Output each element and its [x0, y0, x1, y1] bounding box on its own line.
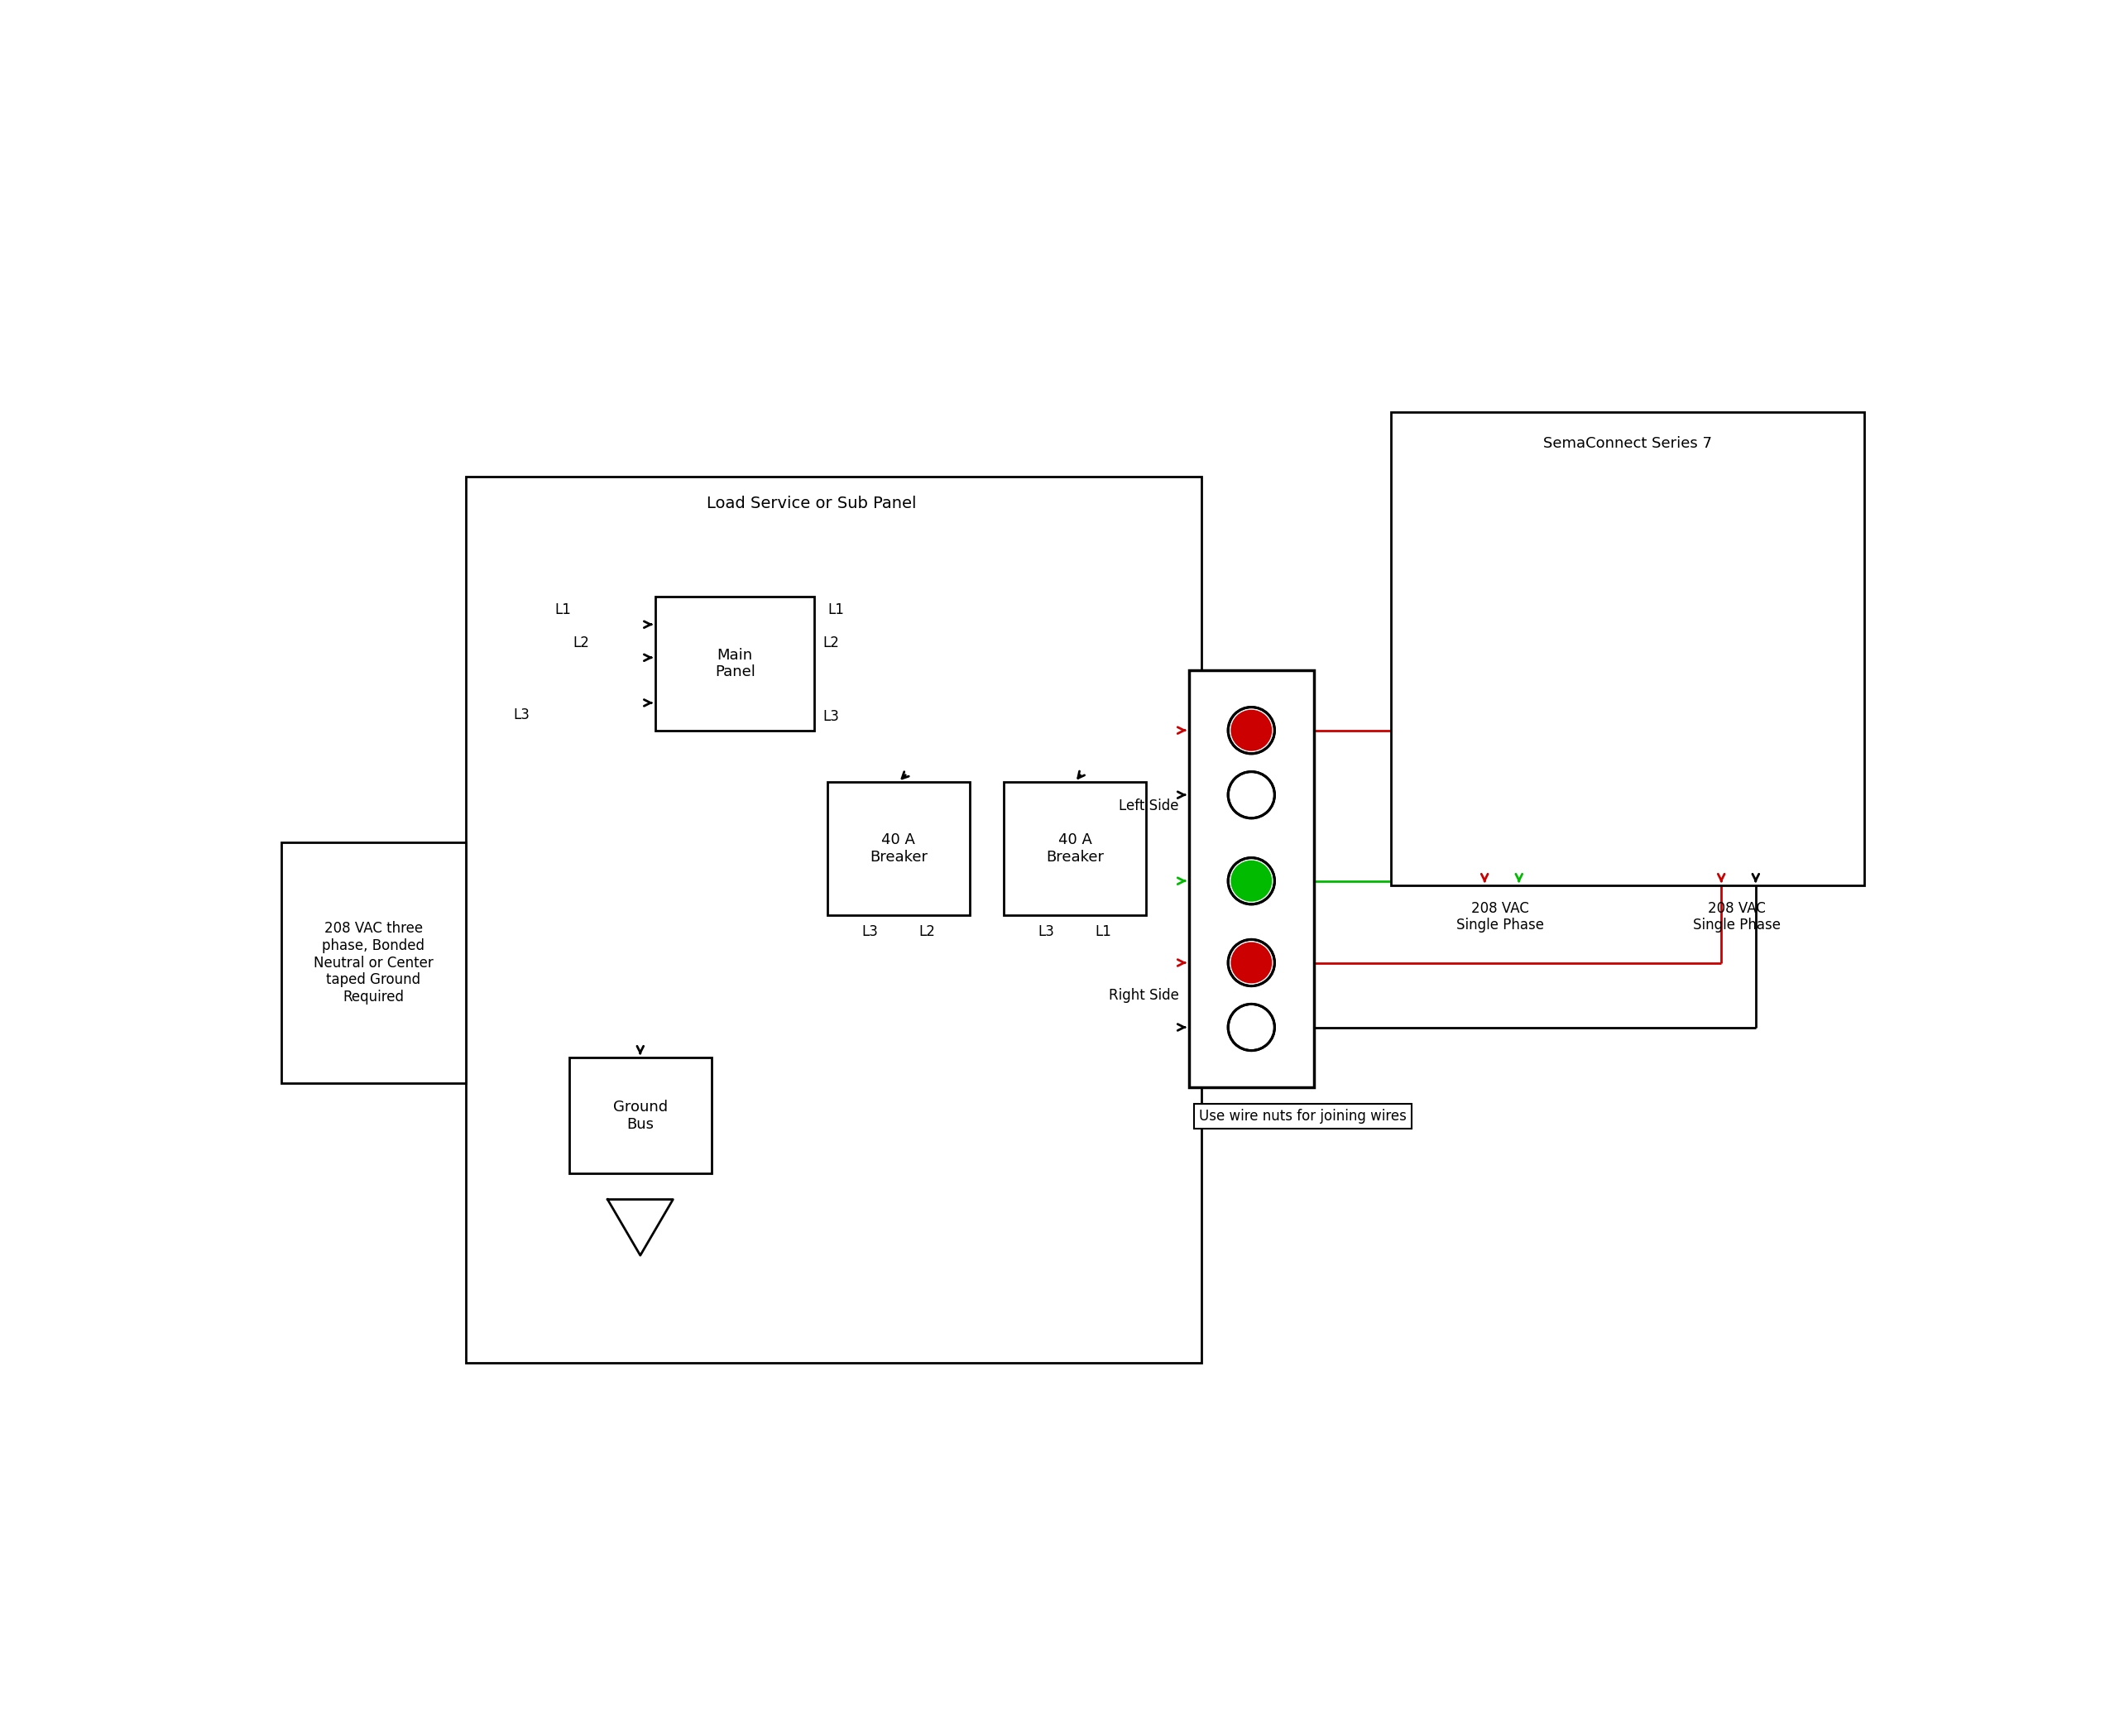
Text: L2: L2: [823, 635, 840, 651]
Bar: [1004, 781, 1146, 915]
Text: 40 A
Breaker: 40 A Breaker: [1047, 833, 1104, 865]
Text: L3: L3: [861, 924, 878, 939]
Text: Load Service or Sub Panel: Load Service or Sub Panel: [707, 495, 916, 510]
Text: Ground
Bus: Ground Bus: [612, 1099, 667, 1132]
Bar: [281, 842, 466, 1083]
Bar: [827, 781, 968, 915]
Text: L2: L2: [918, 924, 935, 939]
Circle shape: [1228, 858, 1274, 904]
Text: L1: L1: [827, 602, 844, 618]
Text: Use wire nuts for joining wires: Use wire nuts for joining wires: [1198, 1109, 1407, 1123]
Text: Right Side: Right Side: [1108, 988, 1179, 1002]
Circle shape: [1230, 943, 1272, 983]
Text: Left Side: Left Side: [1118, 799, 1179, 812]
Circle shape: [1228, 1003, 1274, 1050]
Bar: [1188, 670, 1315, 1087]
Text: 208 VAC three
phase, Bonded
Neutral or Center
taped Ground
Required: 208 VAC three phase, Bonded Neutral or C…: [314, 920, 433, 1005]
Circle shape: [1230, 861, 1272, 901]
Text: L3: L3: [513, 707, 530, 722]
Bar: [570, 1057, 711, 1174]
Text: Main
Panel: Main Panel: [715, 648, 755, 681]
Bar: [1390, 411, 1865, 885]
Bar: [656, 597, 814, 731]
Text: L1: L1: [1095, 924, 1112, 939]
Text: L3: L3: [823, 708, 840, 724]
Circle shape: [1228, 773, 1274, 818]
Text: L3: L3: [1038, 924, 1055, 939]
Circle shape: [1228, 707, 1274, 753]
Circle shape: [1230, 710, 1272, 752]
Circle shape: [1228, 939, 1274, 986]
Text: L1: L1: [555, 602, 572, 618]
Text: L2: L2: [572, 635, 589, 651]
Bar: [466, 476, 1203, 1363]
Text: 208 VAC
Single Phase: 208 VAC Single Phase: [1692, 901, 1781, 932]
Text: 40 A
Breaker: 40 A Breaker: [869, 833, 928, 865]
Text: SemaConnect Series 7: SemaConnect Series 7: [1545, 436, 1713, 451]
Text: 208 VAC
Single Phase: 208 VAC Single Phase: [1456, 901, 1545, 932]
